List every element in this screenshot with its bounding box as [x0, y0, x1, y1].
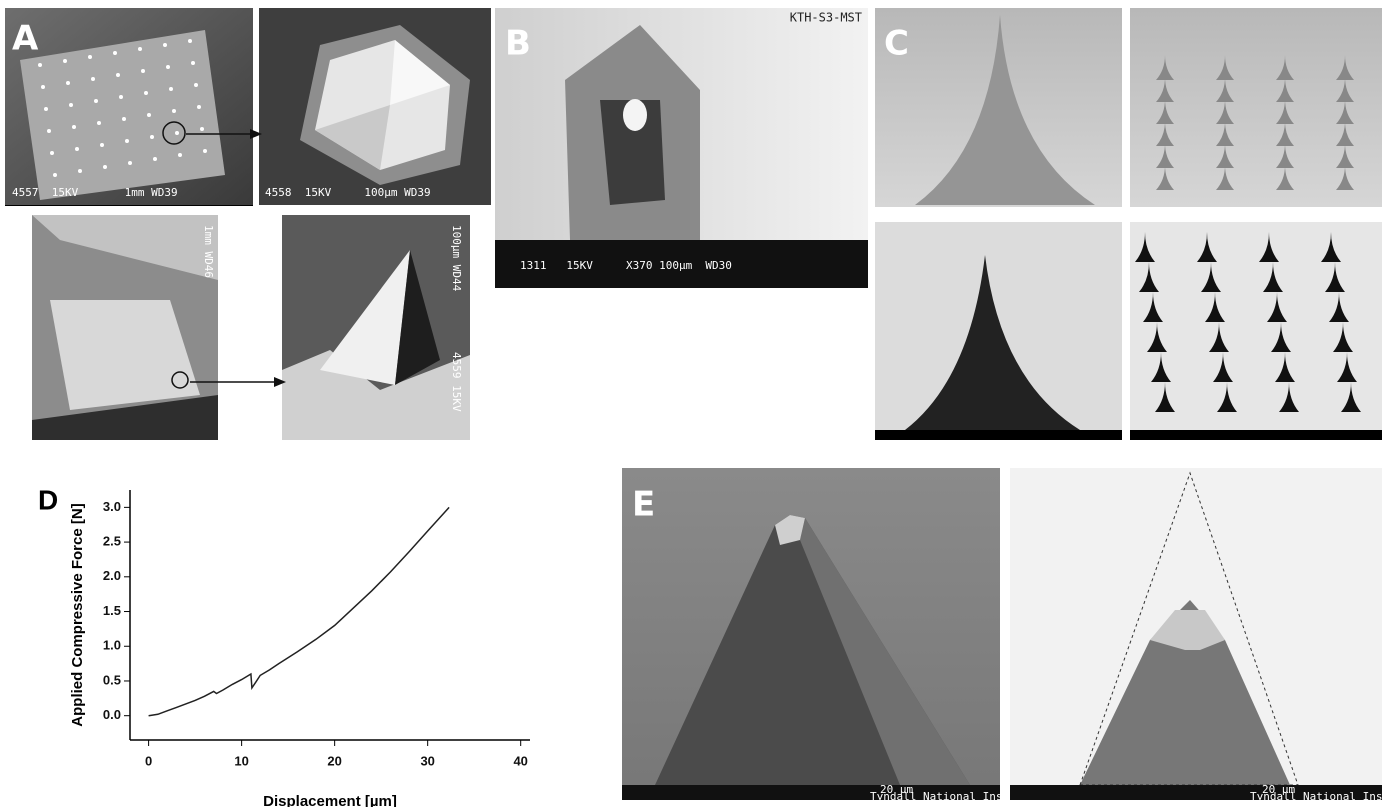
needle-dot	[78, 169, 82, 173]
panel-label: E	[632, 485, 655, 525]
sem-caption: 4557 15KV 1mm WD39	[12, 186, 178, 199]
y-tick-label: 0.5	[103, 672, 121, 687]
x-tick-label: 10	[234, 753, 248, 768]
panel-label: B	[505, 24, 531, 64]
needle-dot	[41, 85, 45, 89]
x-tick-label: 0	[145, 753, 152, 768]
needle-dot	[63, 59, 67, 63]
panel-d: D 0.0 0.5 1.0 1.5 2.0 2.5 3.0 0 10 20 30 40 Applied …	[38, 484, 530, 807]
x-axis-label: Displacement [µm]	[263, 793, 397, 807]
panel-label: C	[884, 24, 909, 64]
needle-dot	[147, 113, 151, 117]
needle-dot	[166, 65, 170, 69]
needle-dot	[169, 87, 173, 91]
needle-dot	[200, 127, 204, 131]
page: {"panel_labels": ["A", "B", "C", "D", "E…	[0, 0, 1388, 807]
needle-dot	[197, 105, 201, 109]
chip	[20, 30, 225, 200]
needle-dot	[141, 69, 145, 73]
needle-dot	[66, 81, 70, 85]
x-tick-label: 30	[420, 753, 434, 768]
needle-dot	[175, 131, 179, 135]
needle-dot	[144, 91, 148, 95]
needle-dot	[125, 139, 129, 143]
y-tick-label: 1.0	[103, 638, 121, 653]
sem-caption: Tyndall National Institute	[1250, 790, 1388, 803]
data-line	[149, 507, 450, 715]
needle-dot	[91, 77, 95, 81]
needle-dot	[38, 63, 42, 67]
needle-dot	[100, 143, 104, 147]
sem-caption: KTH-S3-MST	[790, 11, 862, 25]
needle-dot	[103, 165, 107, 169]
needle-dot	[53, 173, 57, 177]
needle-dot	[138, 47, 142, 51]
y-tick-label: 2.0	[103, 568, 121, 583]
panel-a: 4557 15KV 1mm WD39 4558 15KV 100µm WD39 …	[5, 8, 491, 440]
needle-dot	[44, 107, 48, 111]
y-tick-label: 3.0	[103, 499, 121, 514]
sem-caption: 1311 15KV X370 100µm WD30	[520, 259, 732, 272]
needle-dot	[116, 73, 120, 77]
needle-dot	[69, 103, 73, 107]
needle-dot	[94, 99, 98, 103]
figure: 4557 15KV 1mm WD39 4558 15KV 100µm WD39 …	[0, 0, 1388, 807]
panel-label: D	[38, 484, 58, 515]
needle-dot	[113, 51, 117, 55]
needle-dot	[194, 83, 198, 87]
y-tick-label: 0.0	[103, 707, 121, 722]
needle-dot	[203, 149, 207, 153]
needle-dot	[72, 125, 76, 129]
needle-dot	[75, 147, 79, 151]
sem-caption: 100µm WD44	[450, 225, 463, 292]
panel-label: A	[12, 19, 39, 59]
needle-dot	[128, 161, 132, 165]
needle-dot	[188, 39, 192, 43]
y-axis-label: Applied Compressive Force [N]	[69, 503, 86, 726]
y-tick-label: 1.5	[103, 603, 121, 618]
needle-dot	[122, 117, 126, 121]
needle-dot	[178, 153, 182, 157]
needle-dot	[50, 151, 54, 155]
panel-c: C	[875, 8, 1382, 440]
panel-b: 1311 15KV X370 100µm WD30 KTH-S3-MST B	[495, 8, 868, 288]
needle-dot	[163, 43, 167, 47]
sem-caption: 4558 15KV 100µm WD39	[265, 186, 431, 199]
sem-caption: 1mm WD46	[202, 225, 215, 278]
x-tick-label: 20	[327, 753, 341, 768]
sem-caption: 4559 15KV	[450, 352, 463, 412]
needle-dot	[97, 121, 101, 125]
needle-dot	[119, 95, 123, 99]
needle-dot	[150, 135, 154, 139]
needle-dot	[153, 157, 157, 161]
x-tick-label: 40	[513, 753, 527, 768]
needle-dot	[47, 129, 51, 133]
needle-dot	[191, 61, 195, 65]
y-tick-label: 2.5	[103, 534, 121, 549]
panel-e: 20 µm Tyndall National Institute 20 µm T…	[622, 468, 1388, 803]
needle-dot	[88, 55, 92, 59]
needle-dot	[172, 109, 176, 113]
